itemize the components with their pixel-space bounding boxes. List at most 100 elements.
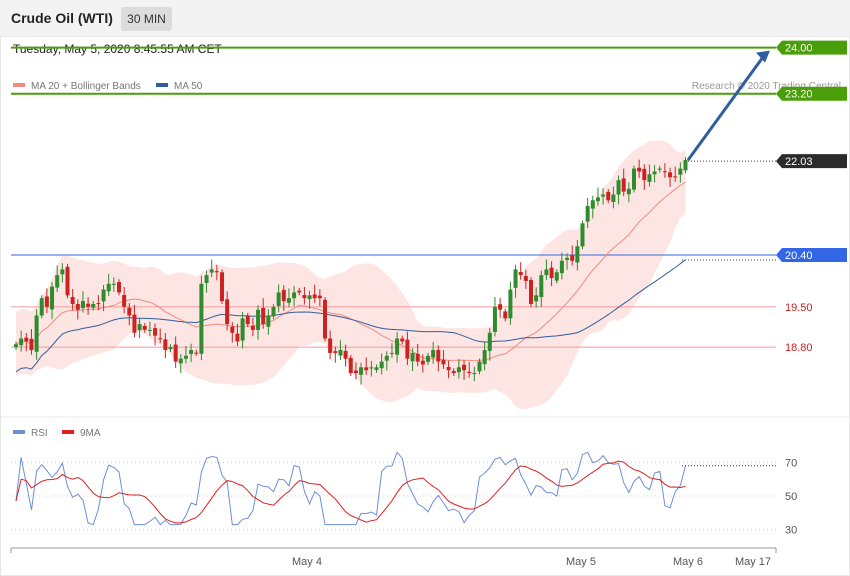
candle-body [168, 347, 173, 350]
ma50-line [15, 259, 686, 373]
candle [611, 186, 616, 209]
candle-body [158, 338, 163, 340]
candle [307, 290, 312, 309]
candle [106, 274, 111, 296]
candle [580, 220, 585, 250]
candle [302, 286, 307, 305]
candle-body [199, 283, 204, 354]
candle [323, 297, 327, 342]
candle-body [60, 269, 65, 275]
candle [39, 295, 44, 319]
candle [632, 165, 636, 193]
candle [462, 360, 467, 380]
candle [642, 164, 647, 190]
candle-body [178, 358, 183, 364]
candle-body [96, 303, 101, 305]
candle-body [214, 271, 219, 273]
candle-body [539, 275, 544, 298]
candle-body [472, 373, 477, 375]
candle-body [353, 370, 358, 374]
candle-body [302, 295, 307, 299]
candle-body [616, 180, 621, 195]
candle-body [441, 359, 446, 365]
candle [673, 166, 678, 182]
candle [343, 344, 348, 367]
legend-ma20: MA 20 + Bollinger Bands [13, 81, 141, 92]
candle-body [565, 257, 570, 260]
candle [374, 364, 379, 373]
price-level-label: 18.80 [785, 342, 813, 354]
candle-body [230, 326, 235, 333]
candle [492, 297, 497, 337]
candle [317, 289, 322, 307]
candle-body [369, 367, 374, 369]
candle [626, 182, 631, 203]
candle [173, 336, 178, 368]
candle-body [606, 191, 611, 201]
candle [209, 259, 214, 278]
candle [178, 354, 183, 374]
candle [415, 343, 420, 367]
candle [606, 189, 611, 204]
candle-body [163, 339, 168, 351]
candle [570, 245, 575, 266]
candle-body [137, 324, 142, 331]
candle [132, 304, 137, 338]
candle [19, 330, 24, 352]
candle-body [39, 298, 44, 316]
timeframe-badge[interactable]: 30 MIN [121, 7, 172, 31]
candle-body [70, 297, 75, 304]
candle-body [235, 333, 240, 342]
candle-body [508, 289, 513, 319]
candle [338, 340, 343, 361]
candle [80, 291, 85, 313]
candle-body [204, 275, 209, 283]
candle [637, 159, 642, 178]
candle-body [637, 167, 642, 172]
candle-body [122, 295, 127, 307]
candle-body [101, 289, 106, 302]
candle [601, 188, 606, 205]
candle-body [673, 176, 678, 178]
candle [559, 252, 564, 280]
candle-body [194, 352, 199, 354]
candle-body [86, 303, 91, 307]
candle-body [632, 168, 636, 190]
candle-body [328, 338, 333, 353]
rsi-tick-label: 70 [785, 457, 797, 469]
candle [230, 322, 235, 343]
candle-body [585, 206, 590, 222]
candle-body [220, 272, 224, 302]
candle-body [225, 299, 230, 325]
candle [225, 291, 230, 331]
candle-body [436, 350, 441, 362]
candle [286, 288, 291, 308]
candle [297, 287, 302, 296]
candle-body [513, 269, 518, 288]
bollinger-band [16, 140, 686, 410]
candle-body [245, 315, 250, 325]
candle [405, 331, 410, 366]
price-level-tag [776, 40, 847, 55]
candle [662, 163, 667, 178]
candle [348, 354, 353, 376]
timestamp: Tuesday, May 5, 2020 8:45:55 AM CET [13, 42, 222, 56]
legend-label: MA 50 [174, 81, 203, 92]
candle [554, 269, 559, 284]
candle [657, 165, 662, 173]
candle [652, 165, 657, 183]
candle-body [523, 276, 528, 281]
candle [431, 341, 436, 364]
candle [364, 357, 369, 375]
candle [456, 359, 461, 379]
candle [529, 277, 533, 307]
candle [513, 264, 518, 298]
candle [683, 157, 688, 174]
candle-body [580, 223, 585, 247]
candle-body [75, 303, 80, 310]
chart-header: Crude Oil (WTI) 30 MIN [0, 0, 850, 37]
candle-body [657, 168, 662, 170]
candle [147, 321, 152, 337]
candle [137, 317, 142, 339]
